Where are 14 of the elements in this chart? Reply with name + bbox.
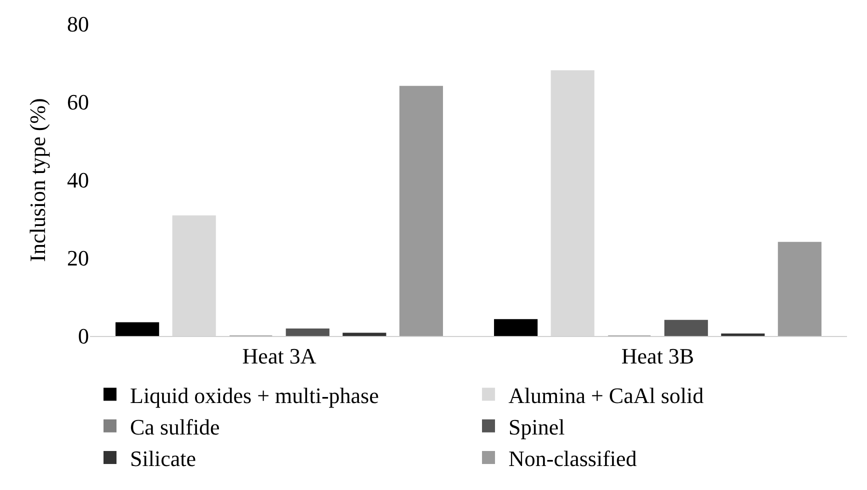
x-tick-label: Heat 3A xyxy=(242,343,316,368)
y-tick-label: 0 xyxy=(78,324,89,349)
legend-label: Silicate xyxy=(130,446,196,472)
y-tick-label: 40 xyxy=(67,168,89,193)
legend-label: Ca sulfide xyxy=(130,414,220,440)
x-tick-label: Heat 3B xyxy=(621,343,694,368)
y-axis-title: Inclusion type (%) xyxy=(24,98,50,262)
legend-label: Non-classified xyxy=(508,446,637,472)
y-tick-label: 80 xyxy=(67,12,89,37)
y-tick-label: 60 xyxy=(67,90,89,115)
legend-label: Spinel xyxy=(508,414,565,440)
legend-label: Liquid oxides + multi-phase xyxy=(130,382,379,408)
y-tick-label: 20 xyxy=(67,246,89,271)
legend-label: Alumina + CaAl solid xyxy=(508,382,704,408)
